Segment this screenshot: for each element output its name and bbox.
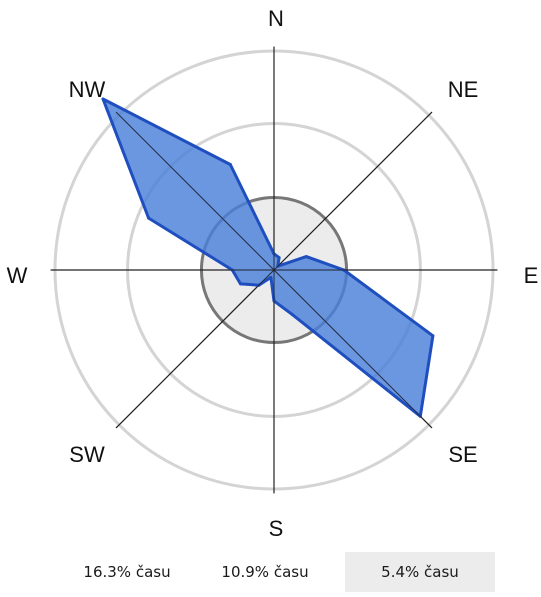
series-layer [50, 46, 498, 494]
ring-legend: 16.3% času 10.9% času 5.4% času [0, 552, 541, 596]
axis-overlay-sw [115, 269, 275, 429]
ring-label-middle: 10.9% času [221, 563, 309, 581]
data-point-157_5 [291, 313, 294, 317]
direction-label-nw: NW [69, 77, 106, 102]
data-point-202_5 [269, 275, 273, 279]
data-point-247_5 [239, 282, 242, 286]
direction-label-ne: NE [448, 77, 479, 102]
direction-label-se: SE [448, 442, 477, 467]
wind-rose-chart: N NE E SE S SW W NW [7, 6, 539, 541]
data-point-22_5 [277, 256, 281, 260]
series-polygon-0 [101, 97, 435, 418]
data-point-337_5 [228, 163, 232, 166]
data-point-67_5 [304, 255, 308, 259]
ring-label-outer: 16.3% času [83, 563, 171, 581]
direction-label-n: N [268, 6, 284, 31]
ring-label-inner: 5.4% času [345, 552, 495, 592]
data-point-292_5 [147, 216, 151, 220]
axis-overlay-nw [115, 111, 275, 271]
direction-label-s: S [269, 516, 284, 541]
direction-label-e: E [524, 263, 539, 288]
direction-labels: N NE E SE S SW W NW [7, 6, 539, 541]
data-point-315 [101, 97, 105, 101]
axis-overlay-se [273, 269, 433, 429]
axis-overlay-ne [273, 111, 433, 271]
direction-label-w: W [7, 263, 28, 288]
direction-label-sw: SW [69, 442, 105, 467]
data-point-112_5 [431, 334, 435, 338]
